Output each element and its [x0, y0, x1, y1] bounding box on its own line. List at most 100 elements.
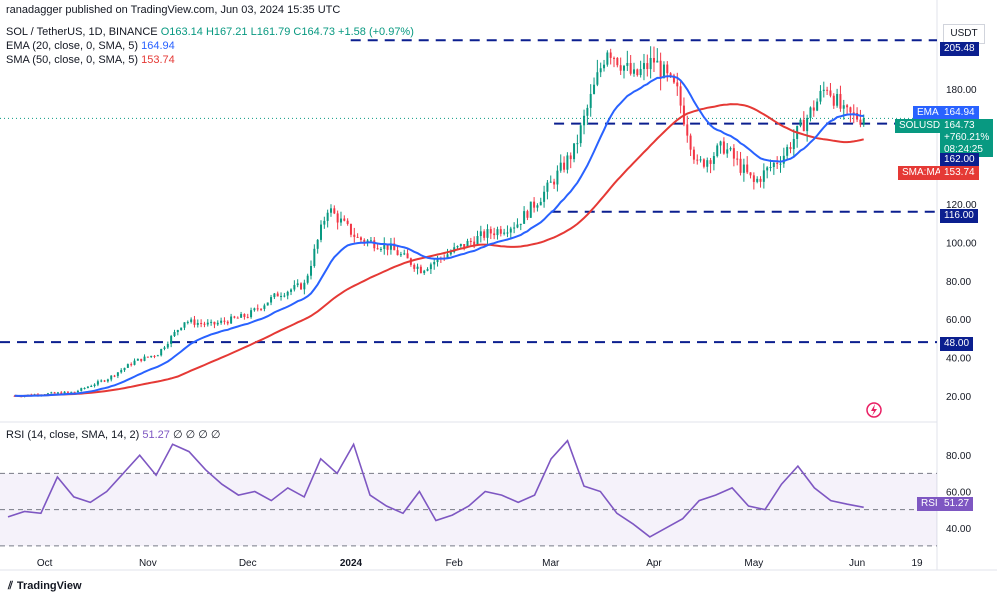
candle-body: [456, 246, 459, 248]
candle-body: [742, 164, 745, 173]
candle-body: [576, 143, 579, 145]
candle-body: [363, 239, 366, 243]
candle-body: [629, 62, 632, 74]
candle-body: [619, 65, 622, 71]
candle-body: [349, 223, 352, 235]
candle-body: [543, 191, 546, 202]
candle-body: [106, 379, 109, 382]
lightning-icon-bolt: [871, 404, 877, 416]
candle-body: [513, 227, 516, 229]
candle-body: [356, 236, 359, 238]
lightning-icon[interactable]: [866, 402, 882, 418]
sma-label: SMA (50, close, 0, SMA, 5): [6, 54, 139, 66]
candle-body: [110, 375, 113, 380]
candle-body: [659, 60, 662, 78]
candle-body: [706, 160, 709, 167]
candle-body: [339, 218, 342, 223]
currency-button[interactable]: USDT: [943, 24, 985, 44]
candle-body: [216, 322, 219, 325]
candle-body: [316, 239, 319, 249]
candle-body: [240, 314, 243, 318]
candle-body: [526, 211, 529, 218]
candle-body: [286, 291, 289, 296]
candle-body: [466, 240, 469, 248]
candle-body: [90, 386, 93, 388]
candle-body: [586, 107, 589, 116]
candle-body: [226, 321, 229, 324]
tradingview-logo[interactable]: ⫽ TradingView: [8, 580, 82, 593]
candle-body: [599, 68, 602, 73]
candle-body: [83, 387, 86, 389]
sma-legend[interactable]: SMA (50, close, 0, SMA, 5) 153.74: [6, 54, 175, 66]
candle-body: [559, 162, 562, 171]
candle-body: [313, 248, 316, 267]
candle-body: [613, 57, 616, 59]
candle-body: [489, 229, 492, 234]
candle-body: [646, 63, 649, 70]
candle-body: [749, 172, 752, 176]
candle-body: [556, 170, 559, 185]
candle-body: [100, 380, 103, 382]
candle-body: [766, 167, 769, 171]
candle-body: [130, 364, 133, 366]
candle-body: [290, 289, 293, 292]
time-axis[interactable]: Oct Nov Dec 2024 Feb Mar Apr May Jun 19: [37, 558, 923, 569]
price-tick-label: 20.00: [946, 392, 971, 403]
candle-body: [826, 89, 829, 91]
rsi-value-tag: 51.27: [940, 497, 974, 511]
candle-body: [419, 266, 422, 274]
tv-logo-icon: ⫽: [8, 580, 13, 592]
candle-body: [862, 118, 865, 125]
candle-body: [603, 64, 606, 69]
rsi-label: RSI (14, close, SMA, 14, 2): [6, 429, 140, 441]
candle-body: [429, 264, 432, 270]
candle-body: [126, 364, 129, 368]
level-48-tag: 48.00: [940, 337, 974, 351]
candle-body: [236, 317, 239, 319]
rsi-pane: [0, 439, 937, 547]
candle-body: [153, 355, 156, 357]
candle-body: [50, 392, 53, 394]
candle-body: [739, 158, 742, 173]
countdown-tag: 08:24:25: [944, 144, 983, 155]
candle-body: [379, 248, 382, 250]
rsi-legend[interactable]: RSI (14, close, SMA, 14, 2) 51.27 ∅ ∅ ∅ …: [6, 428, 220, 441]
ema-legend[interactable]: EMA (20, close, 0, SMA, 5) 164.94: [6, 40, 175, 52]
candle-body: [716, 145, 719, 157]
ema20-line: [14, 75, 864, 397]
candle-body: [636, 69, 639, 76]
candle-body: [283, 295, 286, 297]
candle-body: [60, 392, 63, 394]
candle-body: [832, 95, 835, 106]
candle-body: [752, 175, 755, 182]
candle-body: [170, 336, 173, 344]
sma-value: 153.74: [141, 54, 175, 66]
candle-body: [516, 224, 519, 228]
candle-body: [553, 181, 556, 185]
candle-body: [300, 283, 303, 290]
candle-body: [366, 240, 369, 243]
candle-body: [160, 348, 163, 356]
candle-body: [696, 159, 699, 161]
candle-body: [250, 310, 253, 318]
level-162-tag: 162.00: [940, 153, 979, 167]
candle-body: [276, 293, 279, 297]
candle-body: [193, 319, 196, 325]
candle-body: [486, 229, 489, 238]
time-tick-label: 19: [911, 558, 923, 569]
candle-body: [206, 322, 209, 325]
rsi-tick-label: 60.00: [946, 488, 971, 499]
candle-body: [163, 347, 166, 349]
candle-body: [539, 201, 542, 206]
candle-body: [836, 93, 839, 106]
candle-body: [476, 235, 479, 246]
candle-body: [822, 89, 825, 91]
candle-body: [483, 231, 486, 238]
symbol-line: SOL / TetherUS, 1D, BINANCE O163.14 H167…: [6, 26, 414, 38]
candle-body: [496, 229, 499, 236]
symbol-name[interactable]: SOL / TetherUS, 1D, BINANCE: [6, 26, 158, 38]
candle-body: [672, 75, 675, 83]
candle-body: [196, 322, 199, 325]
candle-body: [506, 232, 509, 234]
